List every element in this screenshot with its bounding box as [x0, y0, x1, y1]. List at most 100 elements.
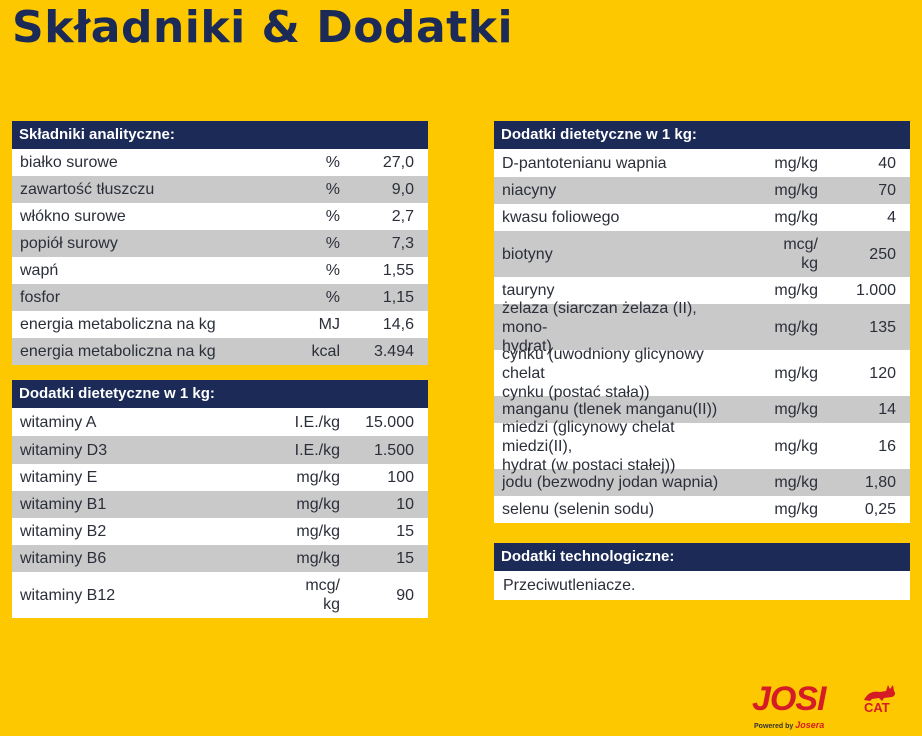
logo-powered: Powered by Josera [754, 720, 824, 730]
analytic-table: Składniki analityczne: białko surowe% 27,… [12, 121, 428, 365]
row-unit: mg/kg [774, 501, 818, 518]
row-value: 15 [396, 550, 414, 567]
table-row: witaminy E mg/kg 100 [12, 464, 428, 491]
analytic-table-header: Składniki analityczne: [12, 121, 428, 149]
row-name: fosfor [20, 289, 61, 306]
table-row: cynku (uwodniony glicynowy chelat cynku (… [494, 346, 910, 401]
logo-cat-text: CAT [864, 700, 890, 715]
row-unit: I.E./kg [294, 413, 340, 431]
row-unit: % [325, 262, 340, 279]
table-row: włókno surowe% 2,7 [12, 203, 428, 230]
row-value: 7,3 [391, 235, 414, 252]
row-name: białko surowe [20, 154, 118, 171]
row-unit: mg/kg [296, 550, 340, 567]
row-unit: mg/kg [774, 318, 818, 336]
row-name: wapń [20, 262, 59, 279]
row-value: 135 [869, 318, 896, 336]
row-unit: mg/kg [774, 364, 818, 382]
row-value: 250 [869, 245, 896, 263]
row-value: 0,25 [864, 501, 896, 518]
table-row: witaminy B12 mcg/kg 90 [12, 572, 428, 618]
row-value: 90 [396, 586, 414, 604]
row-value: 1.000 [855, 282, 896, 299]
row-unit: mg/kg [296, 523, 340, 540]
row-unit: mg/kg [774, 209, 818, 226]
row-value: 40 [878, 154, 896, 172]
logo-main-text: JOSI [752, 680, 826, 718]
table-row: energia metaboliczna na kg kcal 3.494 [12, 338, 428, 365]
row-name: biotyny [502, 245, 553, 263]
row-name: manganu (tlenek manganu(II)) [502, 401, 718, 418]
table-row: biotyny mcg/kg 250 [494, 231, 910, 277]
row-value: 16 [878, 437, 896, 455]
row-value: 9,0 [391, 181, 414, 198]
row-value: 100 [387, 469, 414, 486]
row-unit: MJ [318, 316, 340, 333]
row-unit: mg/kg [774, 282, 818, 299]
tech-table-header: Dodatki technologiczne: [494, 543, 910, 571]
table-row: żelaza (siarczan żelaza (II), mono-hydra… [494, 300, 910, 355]
row-name: witaminy B1 [20, 496, 107, 513]
table-row: manganu (tlenek manganu(II)) mg/kg 14 [494, 396, 910, 423]
row-unit: mcg/kg [783, 236, 818, 272]
row-value: 15 [396, 523, 414, 540]
row-unit: mg/kg [774, 474, 818, 491]
row-name: niacyny [502, 182, 557, 199]
row-name: miedzi (glicynowy chelat miedzi(II), hydr… [502, 418, 676, 474]
row-unit: mg/kg [774, 182, 818, 199]
row-unit: % [325, 181, 340, 198]
minerals-rows: D-pantotenianu wapnia mg/kg 40 niacyny mg/kg… [494, 149, 910, 523]
vitamins-rows: witaminy A I.E./kg 15.000 witaminy D3 I.E./k… [12, 408, 428, 618]
table-row: kwasu foliowego mg/kg 4 [494, 204, 910, 231]
page-title: Składniki & Dodatki [12, 2, 514, 53]
row-unit: kcal [311, 343, 340, 360]
table-row: energia metaboliczna na kg MJ 14,6 [12, 311, 428, 338]
row-value: 4 [887, 209, 896, 226]
row-value: 2,7 [391, 208, 414, 225]
table-row: selenu (selenin sodu) mg/kg 0,25 [494, 496, 910, 523]
table-row: białko surowe% 27,0 [12, 149, 428, 176]
row-value: 14 [878, 401, 896, 418]
cat-icon [864, 685, 896, 701]
table-row: popiół surowy% 7,3 [12, 230, 428, 257]
row-name: witaminy B2 [20, 523, 107, 540]
logo-brand: Josera [795, 720, 825, 730]
row-value: 120 [869, 364, 896, 382]
vitamins-table: Dodatki dietetyczne w 1 kg: witaminy A I.… [12, 380, 428, 618]
row-value: 1,55 [382, 262, 414, 279]
row-name: energia metaboliczna na kg [20, 343, 216, 360]
josicat-logo: JOSI CAT Powered by Josera [752, 680, 902, 734]
table-row: witaminy B2 mg/kg 15 [12, 518, 428, 545]
row-name: żelaza (siarczan żelaza (II), mono-hydra… [502, 299, 697, 355]
row-value: 27,0 [382, 154, 414, 171]
row-name: selenu (selenin sodu) [502, 501, 655, 518]
row-unit: mg/kg [296, 469, 340, 486]
row-unit: % [325, 208, 340, 225]
table-row: witaminy B6 mg/kg 15 [12, 545, 428, 572]
row-unit: % [325, 289, 340, 306]
table-row: witaminy A I.E./kg 15.000 [12, 408, 428, 436]
row-value: 3.494 [373, 343, 414, 360]
row-name: witaminy B6 [20, 550, 107, 567]
vitamins-table-header: Dodatki dietetyczne w 1 kg: [12, 380, 428, 408]
row-unit: mcg/kg [305, 577, 340, 613]
table-row: miedzi (glicynowy chelat miedzi(II), hydr… [494, 419, 910, 474]
row-name: tauryny [502, 282, 555, 299]
row-name: włókno surowe [20, 208, 126, 225]
row-name: cynku (uwodniony glicynowy chelat cynku (… [502, 345, 704, 401]
row-unit: mg/kg [774, 437, 818, 455]
row-unit: mg/kg [774, 401, 818, 418]
row-value: 1.500 [373, 441, 414, 459]
logo-powered-text: Powered by [754, 723, 794, 730]
table-row: niacyny mg/kg 70 [494, 177, 910, 204]
row-unit: mg/kg [296, 496, 340, 513]
analytic-rows: białko surowe% 27,0 zawartość tłuszczu% 9,0… [12, 149, 428, 365]
minerals-table: Dodatki dietetyczne w 1 kg: D-pantotenia… [494, 121, 910, 523]
row-value: 1,80 [864, 474, 896, 491]
row-name: witaminy B12 [20, 586, 116, 604]
table-row: fosfor% 1,15 [12, 284, 428, 311]
row-value: 14,6 [382, 316, 414, 333]
table-row: witaminy D3 I.E./kg 1.500 [12, 436, 428, 464]
row-unit: % [325, 154, 340, 171]
table-row: wapń% 1,55 [12, 257, 428, 284]
